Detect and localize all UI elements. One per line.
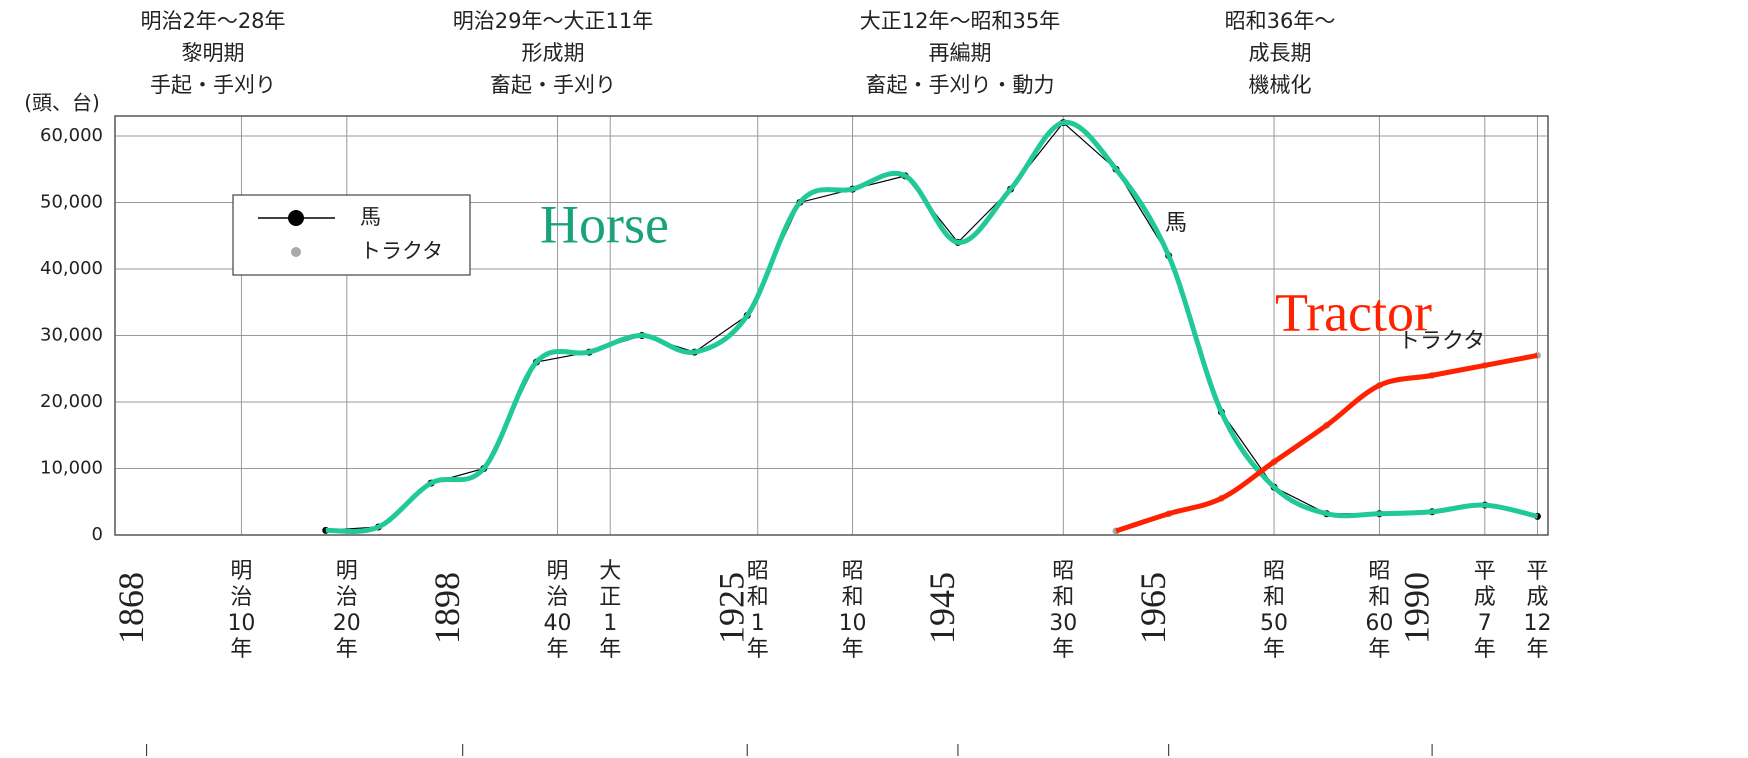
x-tick-label: 昭和 60 年 <box>1365 559 1393 662</box>
y-tick-label: 60,000 <box>40 125 103 146</box>
x-tick-label: 平成 7 年 <box>1474 559 1496 662</box>
series-line <box>1115 352 1538 534</box>
x-tick-label: 明治 40 年 <box>544 559 572 662</box>
period-header: 再編期 <box>929 41 992 65</box>
year-label: 1990 <box>1396 572 1436 644</box>
y-tick-label: 30,000 <box>40 324 103 345</box>
x-tick-label: 明治 20 年 <box>333 559 361 662</box>
y-tick-label: 50,000 <box>40 191 103 212</box>
x-tick-label: 昭和 10 年 <box>839 559 867 662</box>
year-label: 1868 <box>111 572 151 644</box>
period-header: 形成期 <box>522 41 585 65</box>
period-header: 明治29年～大正11年 <box>453 9 653 33</box>
period-header: 明治2年～28年 <box>140 9 285 33</box>
y-tick-label: 10,000 <box>40 457 103 478</box>
y-tick-label: 0 <box>92 524 103 545</box>
y-tick-label: 40,000 <box>40 258 103 279</box>
year-label: 1898 <box>427 572 467 644</box>
x-tick-label: 明治 10 年 <box>227 559 255 662</box>
period-header: 畜起・手刈り・動力 <box>866 73 1055 97</box>
year-label: 1945 <box>922 572 962 644</box>
period-header: 機械化 <box>1249 73 1312 97</box>
annotation: Tractor <box>1275 282 1432 342</box>
series-line <box>325 120 1539 534</box>
x-tick-label: 昭和 1 年 <box>747 559 769 662</box>
plot-frame <box>114 115 1549 536</box>
legend-marker <box>288 210 304 226</box>
period-header: 畜起・手刈り <box>490 73 616 97</box>
annotation: 馬 <box>1165 211 1187 236</box>
period-header: 成長期 <box>1249 41 1312 65</box>
legend-label: トラクタ <box>360 239 443 263</box>
x-tick-label: 昭和 50 年 <box>1260 559 1288 662</box>
legend-box <box>232 194 471 276</box>
annotation: トラクタ <box>1398 329 1485 354</box>
x-tick-label: 平成 12 年 <box>1523 559 1551 662</box>
period-header: 昭和36年～ <box>1225 9 1336 33</box>
year-label: 1965 <box>1133 572 1173 644</box>
annotation: Horse <box>540 194 669 254</box>
period-header: 大正12年～昭和35年 <box>860 9 1060 33</box>
y-axis-label: (頭、台) <box>24 91 100 115</box>
period-header: 手起・手刈り <box>150 73 276 97</box>
x-tick-label: 大正 1 年 <box>599 559 621 662</box>
legend-marker <box>291 247 301 257</box>
y-tick-label: 20,000 <box>40 391 103 412</box>
year-label: 1925 <box>711 572 751 644</box>
period-header: 黎明期 <box>182 41 245 65</box>
legend-label: 馬 <box>360 205 381 229</box>
x-tick-label: 昭和 30 年 <box>1049 559 1077 662</box>
